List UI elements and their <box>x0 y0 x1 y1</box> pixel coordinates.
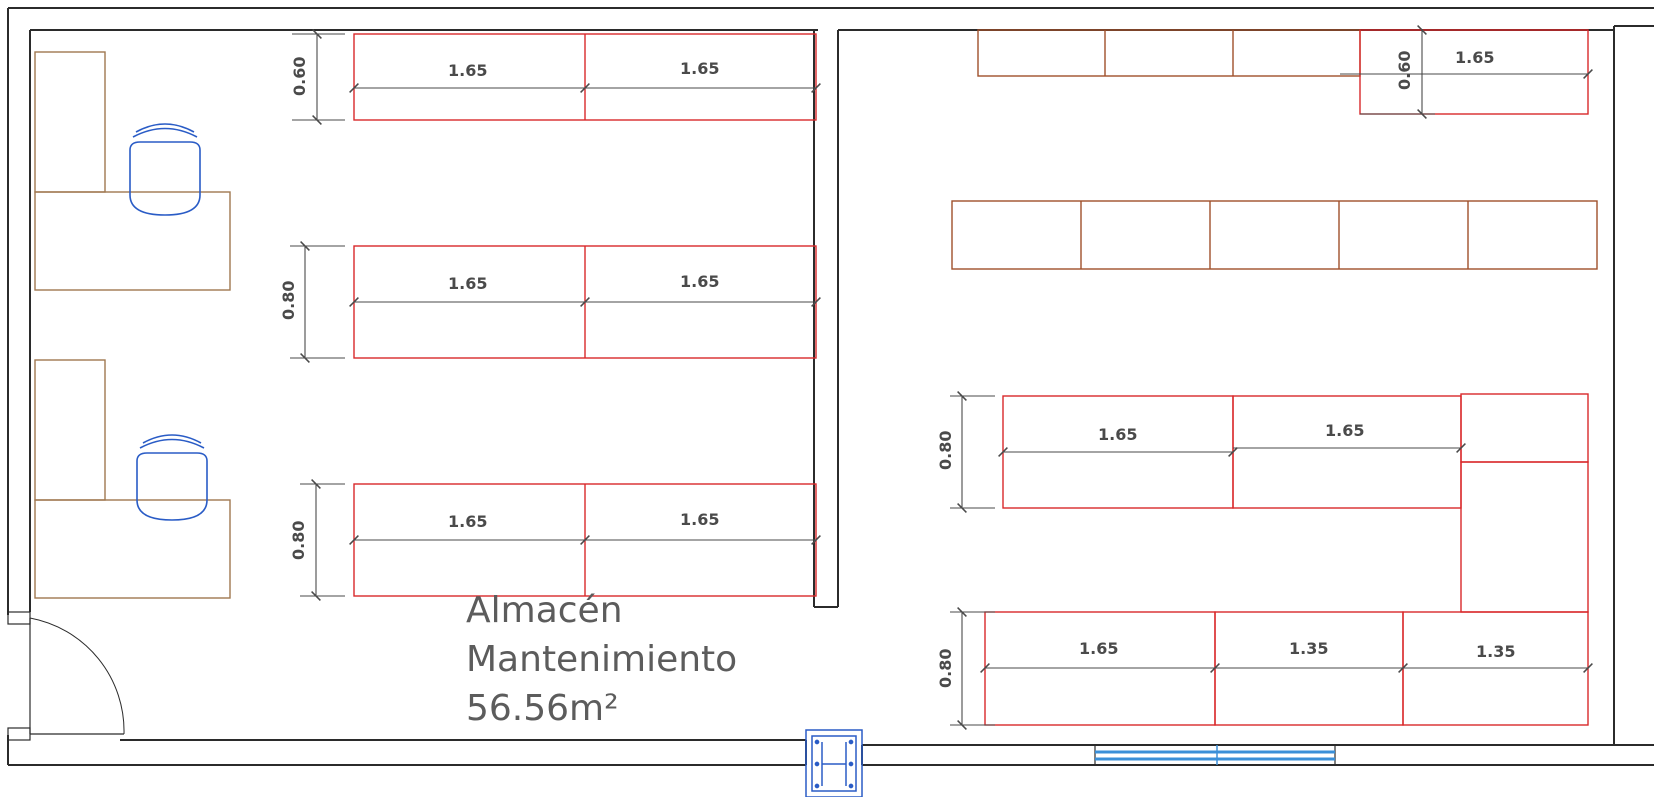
desks <box>34 51 231 599</box>
desk-lower <box>34 359 231 599</box>
dim-label: 1.35 <box>1289 639 1328 658</box>
chair-icon <box>136 434 208 521</box>
walls <box>7 7 1654 766</box>
dim-label-vertical: 0.80 <box>289 521 308 560</box>
dim-label: 1.65 <box>448 274 487 293</box>
dim-label-vertical: 0.60 <box>1395 51 1414 90</box>
dim-label: 1.65 <box>448 61 487 80</box>
chairs <box>129 123 208 521</box>
window <box>1094 744 1336 766</box>
dim-label: 1.65 <box>680 272 719 291</box>
dim-label: 1.65 <box>1079 639 1118 658</box>
dimension-labels: 1.65 1.65 1.65 1.65 1.65 1.65 1.65 1.65 … <box>279 48 1515 688</box>
shelves-left <box>353 33 817 597</box>
dim-label-vertical: 0.80 <box>936 431 955 470</box>
column-icon <box>805 729 863 797</box>
dim-label: 1.65 <box>1325 421 1364 440</box>
dim-label-vertical: 0.80 <box>936 649 955 688</box>
dimension-lines <box>290 25 1593 730</box>
dim-label: 1.65 <box>448 512 487 531</box>
room-label: Almacén Mantenimiento 56.56m² <box>466 590 737 729</box>
chair-icon <box>129 123 201 216</box>
dim-label-vertical: 0.80 <box>279 281 298 320</box>
shelf-row <box>951 200 1598 270</box>
dim-label: 1.65 <box>1455 48 1494 67</box>
room-name-line1: Almacén <box>466 590 623 631</box>
dim-label-vertical: 0.60 <box>290 57 309 96</box>
door <box>7 611 125 741</box>
shelves-right <box>951 29 1598 726</box>
dim-label: 1.65 <box>680 59 719 78</box>
dim-label: 1.35 <box>1476 642 1515 661</box>
room-area: 56.56m² <box>466 688 619 729</box>
dim-label: 1.65 <box>680 510 719 529</box>
room-name-line2: Mantenimiento <box>466 639 737 680</box>
shelf-row <box>977 29 1361 77</box>
dim-label: 1.65 <box>1098 425 1137 444</box>
desk-upper <box>34 51 231 291</box>
